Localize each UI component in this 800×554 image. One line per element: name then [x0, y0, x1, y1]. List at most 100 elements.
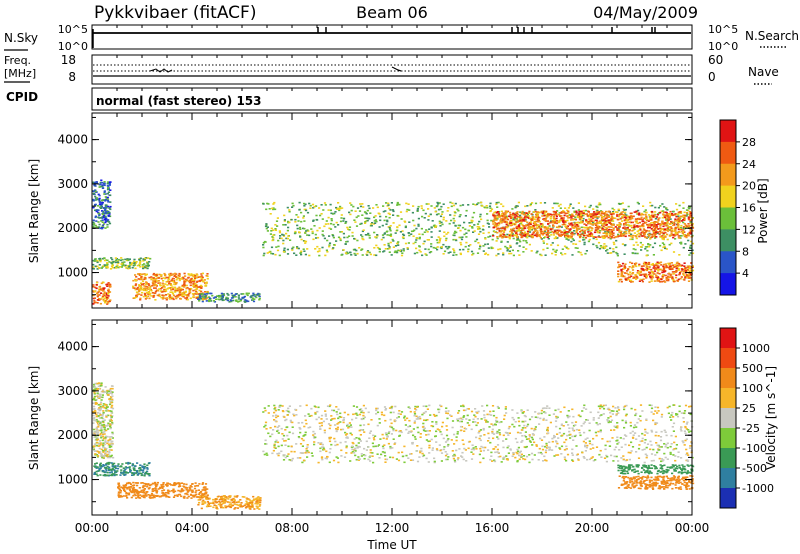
power-cell — [458, 236, 461, 239]
power-cell — [549, 231, 552, 234]
velocity-cell — [110, 471, 113, 473]
power-cell — [580, 226, 583, 229]
power-cell — [589, 230, 592, 232]
power-cell — [537, 226, 541, 228]
power-cell — [623, 233, 626, 235]
velocity-cell — [96, 436, 99, 439]
power-cell — [677, 223, 680, 226]
power-cell — [364, 217, 367, 219]
power-cell — [656, 276, 660, 278]
power-cell — [329, 209, 332, 212]
power-cell — [187, 295, 190, 297]
power-cell — [107, 191, 111, 193]
velocity-cell — [115, 474, 118, 476]
velocity-cell — [97, 455, 100, 457]
velocity-cell — [136, 493, 139, 495]
power-cell — [651, 272, 655, 274]
power-cell — [179, 298, 182, 300]
power-cell — [298, 231, 301, 233]
power-cell — [151, 282, 155, 284]
power-cell — [388, 247, 391, 250]
velocity-cell — [119, 490, 122, 492]
power-cell — [676, 279, 679, 282]
power-cell — [612, 227, 615, 229]
power-cell — [625, 231, 628, 233]
power-cell — [623, 216, 626, 219]
power-cell — [480, 201, 483, 204]
power-cell — [554, 229, 557, 231]
power-cell — [335, 221, 338, 224]
power-cell — [618, 224, 621, 226]
power-cell — [544, 230, 547, 233]
power-cell — [666, 209, 669, 211]
power-cell — [551, 242, 554, 244]
power-cell — [183, 272, 186, 275]
power-cell — [569, 203, 572, 205]
velocity-cell — [111, 391, 114, 393]
power-cell — [287, 235, 290, 237]
power-cell — [625, 272, 628, 275]
power-cell — [636, 244, 639, 246]
power-cell — [550, 244, 553, 246]
power-cell — [430, 251, 433, 253]
power-cell — [536, 232, 539, 234]
power-cell — [610, 233, 613, 235]
velocity-cell — [110, 393, 114, 395]
power-cell — [175, 288, 178, 291]
power-cell — [335, 240, 338, 242]
power-cell — [244, 299, 247, 301]
power-cell — [400, 218, 403, 220]
power-cell — [623, 219, 626, 222]
power-cell — [187, 273, 190, 275]
power-cell — [627, 205, 630, 208]
power-cell — [575, 212, 578, 214]
power-cell — [687, 273, 690, 276]
velocity-cell — [105, 407, 108, 410]
power-cell — [626, 277, 629, 279]
power-cell — [163, 294, 166, 297]
power-cell — [618, 264, 621, 266]
nave-label: Nave — [748, 65, 779, 79]
power-cell — [558, 214, 561, 216]
power-cell — [107, 210, 110, 213]
power-cell — [107, 186, 110, 189]
power-cell — [585, 220, 588, 222]
power-cell — [543, 214, 546, 217]
power-cell — [103, 292, 106, 295]
power-cell — [182, 295, 185, 298]
power-cell — [647, 220, 650, 222]
power-cell — [366, 209, 369, 212]
power-cell — [144, 277, 147, 279]
power-cell — [162, 296, 165, 298]
power-cell — [644, 248, 647, 250]
power-cell — [326, 251, 329, 253]
power-cell — [520, 233, 523, 235]
power-cell — [664, 281, 667, 283]
velocity-cell — [110, 436, 113, 438]
velocity-cell — [107, 410, 110, 412]
power-cell — [401, 252, 404, 254]
power-cell — [178, 286, 181, 289]
power-cell — [682, 229, 685, 231]
power-cell — [104, 193, 107, 195]
velocity-cell — [99, 396, 102, 398]
power-cell — [583, 238, 586, 241]
power-cell — [680, 226, 683, 229]
power-cell — [252, 292, 255, 295]
power-cell — [166, 276, 169, 279]
power-cell — [589, 223, 592, 225]
power-cell — [194, 282, 197, 285]
power-cell — [321, 246, 324, 249]
power-cell — [182, 278, 185, 280]
power-cell — [668, 223, 671, 225]
power-cell — [192, 296, 195, 298]
power-cell — [689, 219, 692, 222]
velocity-cell — [104, 436, 107, 439]
power-cell — [164, 277, 167, 280]
power-cell — [589, 232, 593, 234]
power-cell — [642, 205, 645, 207]
power-cell — [456, 208, 459, 211]
power-cell — [514, 223, 517, 225]
power-cell — [559, 230, 562, 232]
power-cell — [482, 229, 485, 231]
